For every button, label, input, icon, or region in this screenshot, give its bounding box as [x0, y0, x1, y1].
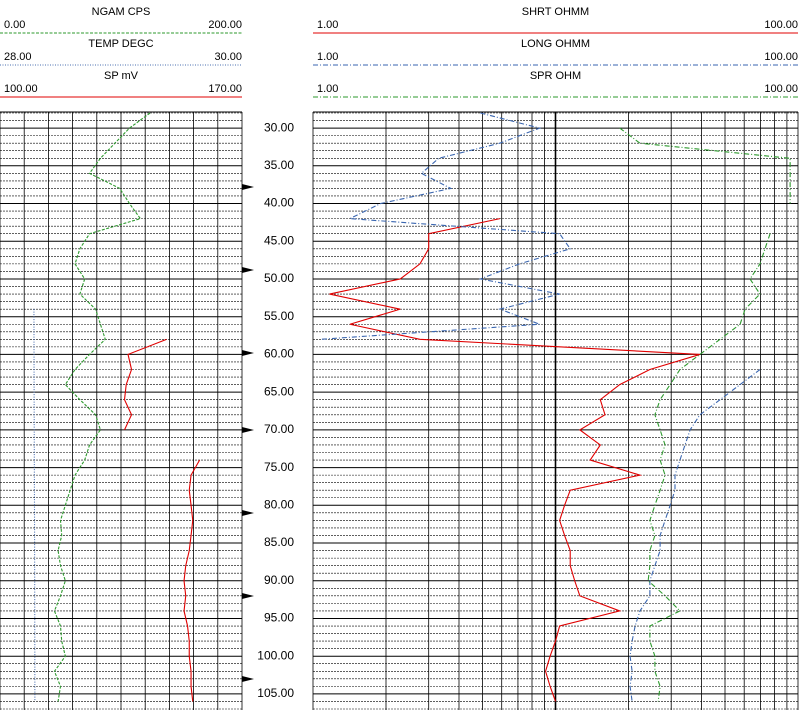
depth-label: 50.00	[264, 271, 294, 285]
depth-markers	[242, 184, 254, 682]
depth-label: 35.00	[264, 158, 294, 172]
curve	[33, 309, 36, 702]
depth-label: 95.00	[264, 611, 294, 625]
curve-name: SP mV	[104, 70, 139, 82]
log-curve	[629, 369, 761, 702]
scale-label: 1.00	[317, 19, 338, 31]
track	[312, 111, 799, 710]
marker	[242, 350, 254, 356]
log-curve	[123, 338, 167, 431]
depth-label: 55.00	[264, 309, 294, 323]
depth-label: 80.00	[264, 497, 294, 511]
log-curve	[320, 112, 572, 340]
depth-label: 65.00	[264, 384, 294, 398]
log-curve	[329, 218, 701, 702]
depth-label: 75.00	[264, 460, 294, 474]
scale-label: 100.00	[4, 83, 38, 95]
track	[0, 111, 243, 710]
scale-label: 1.00	[317, 51, 338, 63]
log-curve	[183, 459, 201, 702]
curve-name: TEMP DEGC	[88, 38, 153, 50]
depth-label: 45.00	[264, 233, 294, 247]
marker	[242, 593, 254, 599]
curve-name: SHRT OHMM	[522, 6, 589, 18]
curve	[619, 127, 791, 702]
curve	[123, 338, 201, 702]
scale-label: 100.00	[764, 19, 798, 31]
depth-label: 60.00	[264, 347, 294, 361]
depth-label: 70.00	[264, 422, 294, 436]
scale-label: 200.00	[208, 19, 242, 31]
scale-label: 100.00	[764, 83, 798, 95]
curve	[53, 112, 151, 702]
scale-label: 100.00	[764, 51, 798, 63]
curve	[320, 112, 761, 702]
curve	[329, 218, 701, 702]
depth-label: 40.00	[264, 196, 294, 210]
depth-label: 90.00	[264, 573, 294, 587]
depth-label: 85.00	[264, 535, 294, 549]
log-curve	[647, 233, 771, 702]
marker	[242, 184, 254, 190]
marker	[242, 510, 254, 516]
marker	[242, 267, 254, 273]
log-curve	[53, 112, 151, 702]
curve-name: SPR OHM	[530, 70, 581, 82]
scale-label: 0.00	[4, 19, 25, 31]
marker	[242, 676, 254, 682]
depth-label: 105.00	[257, 686, 294, 700]
scale-label: 28.00	[4, 51, 32, 63]
depth-label: 100.00	[257, 648, 294, 662]
curve-name: LONG OHMM	[521, 38, 590, 50]
scale-label: 1.00	[317, 83, 338, 95]
marker	[242, 427, 254, 433]
scale-label: 170.00	[208, 83, 242, 95]
log-curve	[33, 309, 36, 702]
curve-name: NGAM CPS	[92, 6, 151, 18]
depth-label: 30.00	[264, 120, 294, 134]
log-curve	[619, 127, 791, 204]
scale-label: 30.00	[214, 51, 242, 63]
